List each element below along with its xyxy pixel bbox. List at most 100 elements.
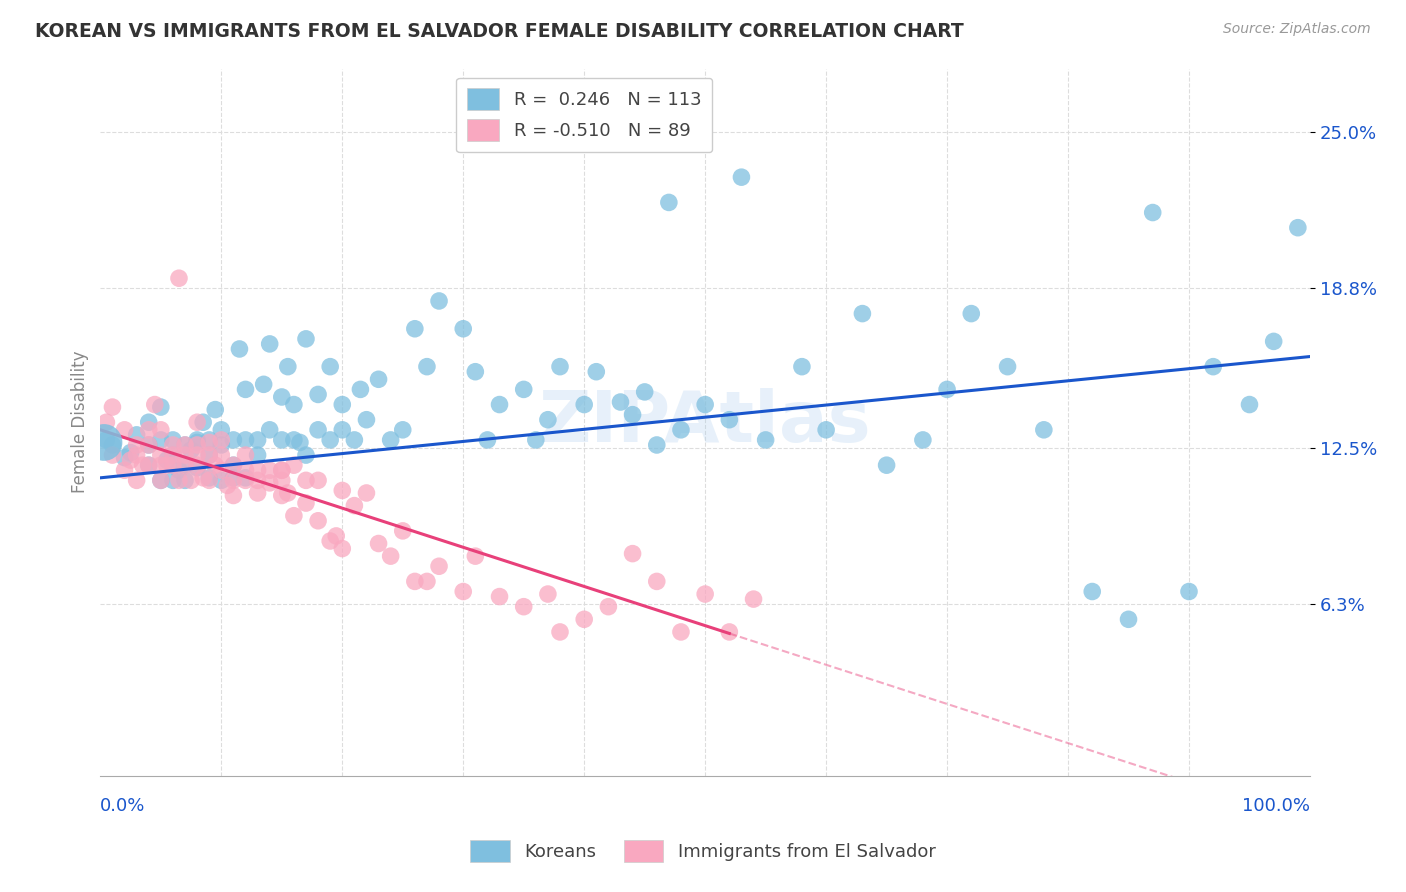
Point bbox=[174, 458, 197, 473]
Point bbox=[222, 433, 245, 447]
Point bbox=[319, 433, 342, 447]
Point bbox=[162, 433, 184, 447]
Point bbox=[488, 590, 510, 604]
Point bbox=[174, 438, 197, 452]
Point bbox=[162, 458, 184, 473]
Point bbox=[186, 460, 208, 475]
Point bbox=[162, 474, 184, 488]
Point bbox=[246, 448, 269, 462]
Point bbox=[217, 478, 239, 492]
Point bbox=[391, 524, 413, 538]
Point bbox=[259, 423, 281, 437]
Point bbox=[1142, 205, 1164, 219]
Point bbox=[162, 448, 184, 462]
Point bbox=[283, 508, 305, 523]
Point bbox=[125, 428, 148, 442]
Point bbox=[198, 474, 221, 488]
Point bbox=[307, 423, 329, 437]
Point bbox=[162, 438, 184, 452]
Point bbox=[138, 415, 160, 429]
Point bbox=[598, 599, 620, 614]
Point bbox=[270, 489, 292, 503]
Point bbox=[138, 458, 160, 473]
Point bbox=[790, 359, 813, 374]
Point bbox=[228, 342, 250, 356]
Point bbox=[1263, 334, 1285, 349]
Point bbox=[585, 365, 607, 379]
Point bbox=[548, 359, 571, 374]
Point bbox=[114, 423, 136, 437]
Point bbox=[1239, 398, 1261, 412]
Point bbox=[319, 533, 342, 548]
Text: 0.0%: 0.0% bbox=[100, 797, 146, 815]
Point bbox=[149, 433, 172, 447]
Point bbox=[512, 599, 534, 614]
Point bbox=[277, 486, 299, 500]
Point bbox=[367, 536, 389, 550]
Point bbox=[246, 486, 269, 500]
Point bbox=[125, 474, 148, 488]
Point bbox=[295, 448, 318, 462]
Point bbox=[149, 448, 172, 462]
Point bbox=[1118, 612, 1140, 626]
Point bbox=[259, 475, 281, 490]
Point bbox=[356, 413, 378, 427]
Point bbox=[718, 413, 741, 427]
Point bbox=[451, 584, 474, 599]
Point bbox=[235, 433, 257, 447]
Point bbox=[125, 448, 148, 462]
Point bbox=[162, 448, 184, 462]
Point bbox=[537, 413, 560, 427]
Point bbox=[391, 423, 413, 437]
Point bbox=[270, 390, 292, 404]
Point bbox=[96, 415, 118, 429]
Point bbox=[138, 458, 160, 473]
Point bbox=[156, 453, 179, 467]
Point bbox=[186, 448, 208, 462]
Point bbox=[325, 529, 347, 543]
Point bbox=[149, 474, 172, 488]
Point bbox=[669, 423, 692, 437]
Point bbox=[343, 499, 366, 513]
Point bbox=[1032, 423, 1054, 437]
Point bbox=[143, 398, 166, 412]
Point bbox=[235, 383, 257, 397]
Point bbox=[167, 463, 190, 477]
Point bbox=[427, 559, 450, 574]
Point bbox=[283, 398, 305, 412]
Point bbox=[997, 359, 1019, 374]
Point bbox=[404, 574, 426, 589]
Point bbox=[574, 398, 596, 412]
Point bbox=[180, 474, 202, 488]
Point bbox=[416, 574, 439, 589]
Text: ZIPAtlas: ZIPAtlas bbox=[538, 388, 872, 457]
Point bbox=[149, 458, 172, 473]
Point bbox=[174, 458, 197, 473]
Point bbox=[204, 402, 226, 417]
Point bbox=[851, 307, 873, 321]
Point bbox=[609, 395, 631, 409]
Text: Source: ZipAtlas.com: Source: ZipAtlas.com bbox=[1223, 22, 1371, 37]
Point bbox=[330, 541, 353, 556]
Point bbox=[288, 435, 311, 450]
Point bbox=[464, 365, 486, 379]
Point bbox=[477, 433, 499, 447]
Point bbox=[574, 612, 596, 626]
Point bbox=[658, 195, 681, 210]
Point bbox=[815, 423, 838, 437]
Point bbox=[427, 293, 450, 308]
Point bbox=[1286, 220, 1309, 235]
Point bbox=[960, 307, 983, 321]
Point bbox=[295, 474, 318, 488]
Point bbox=[120, 445, 142, 459]
Point bbox=[222, 474, 245, 488]
Point bbox=[548, 624, 571, 639]
Point bbox=[222, 458, 245, 473]
Legend: R =  0.246   N = 113, R = -0.510   N = 89: R = 0.246 N = 113, R = -0.510 N = 89 bbox=[456, 78, 713, 153]
Point bbox=[198, 435, 221, 450]
Point bbox=[464, 549, 486, 563]
Point bbox=[246, 463, 269, 477]
Point bbox=[209, 438, 232, 452]
Point bbox=[295, 332, 318, 346]
Point bbox=[669, 624, 692, 639]
